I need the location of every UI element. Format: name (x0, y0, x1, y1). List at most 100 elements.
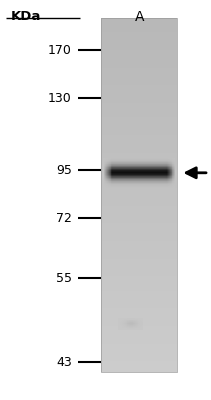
Bar (162, 160, 164, 161)
Bar (165, 161, 166, 162)
Bar (172, 160, 173, 161)
Bar (144, 161, 145, 162)
Bar (123, 187, 124, 188)
Bar (112, 161, 114, 162)
Bar (149, 187, 150, 188)
Bar (146, 174, 147, 175)
Bar (103, 178, 104, 179)
Bar (139, 321, 140, 322)
Bar (123, 324, 124, 325)
Bar (140, 164, 141, 165)
Bar (138, 186, 139, 187)
Bar (111, 160, 112, 161)
Bar (162, 181, 164, 182)
Bar (169, 181, 170, 182)
Bar (135, 323, 136, 324)
Bar (105, 165, 106, 166)
Bar (111, 164, 113, 165)
Bar (166, 182, 167, 183)
Bar (112, 166, 114, 167)
Bar (131, 323, 132, 324)
Bar (142, 158, 143, 159)
Bar (151, 163, 152, 164)
Bar (120, 171, 122, 172)
Bar (107, 162, 108, 163)
Bar (119, 326, 120, 327)
Bar (149, 159, 150, 160)
Bar (145, 159, 146, 160)
Bar (167, 185, 168, 186)
Bar (166, 163, 167, 164)
Bar (103, 177, 104, 178)
Bar (122, 321, 123, 322)
Bar (109, 174, 110, 175)
Bar (162, 177, 164, 178)
Bar (114, 178, 115, 179)
Bar (130, 165, 131, 166)
Bar (112, 169, 114, 170)
Bar (133, 182, 134, 183)
Bar (165, 159, 166, 160)
Bar (104, 166, 105, 167)
Bar (164, 167, 165, 168)
Bar (118, 164, 119, 165)
Bar (146, 186, 147, 187)
Bar (153, 161, 154, 162)
Bar (115, 166, 116, 167)
Bar (155, 165, 157, 166)
Bar (114, 164, 115, 165)
Bar (136, 322, 137, 323)
Bar (128, 329, 129, 330)
Bar (121, 173, 122, 174)
Bar (158, 158, 159, 159)
Bar (169, 162, 170, 163)
Bar (133, 322, 134, 323)
Bar (101, 223, 177, 227)
Bar (137, 159, 139, 160)
Bar (111, 171, 112, 172)
Bar (128, 163, 130, 164)
Bar (123, 178, 124, 179)
Bar (135, 165, 136, 166)
Bar (105, 173, 106, 174)
Bar (101, 74, 177, 78)
Bar (124, 177, 125, 178)
Bar (125, 327, 126, 328)
Bar (154, 162, 156, 163)
Bar (166, 160, 167, 161)
Bar (150, 165, 151, 166)
Bar (173, 163, 174, 164)
Bar (131, 178, 132, 179)
Bar (133, 177, 134, 178)
Bar (131, 325, 132, 326)
Bar (124, 184, 125, 185)
Bar (141, 187, 142, 188)
Bar (127, 184, 128, 185)
Bar (158, 183, 159, 184)
Bar (136, 173, 137, 174)
Bar (150, 185, 151, 186)
Bar (138, 166, 139, 167)
Bar (141, 318, 142, 319)
Bar (141, 169, 142, 170)
Bar (107, 187, 108, 188)
Bar (135, 185, 136, 186)
Bar (171, 166, 172, 167)
Bar (104, 187, 105, 188)
Bar (172, 174, 173, 175)
Bar (117, 159, 118, 160)
Bar (123, 165, 124, 166)
Bar (119, 161, 120, 162)
Bar (127, 174, 128, 175)
Bar (131, 173, 132, 174)
Bar (159, 176, 160, 177)
Bar (126, 183, 127, 184)
Bar (105, 174, 106, 175)
Bar (137, 167, 138, 168)
Bar (138, 329, 139, 330)
Bar (167, 175, 168, 176)
Bar (160, 178, 161, 179)
Bar (107, 174, 108, 175)
Bar (139, 187, 140, 188)
Bar (140, 171, 141, 172)
